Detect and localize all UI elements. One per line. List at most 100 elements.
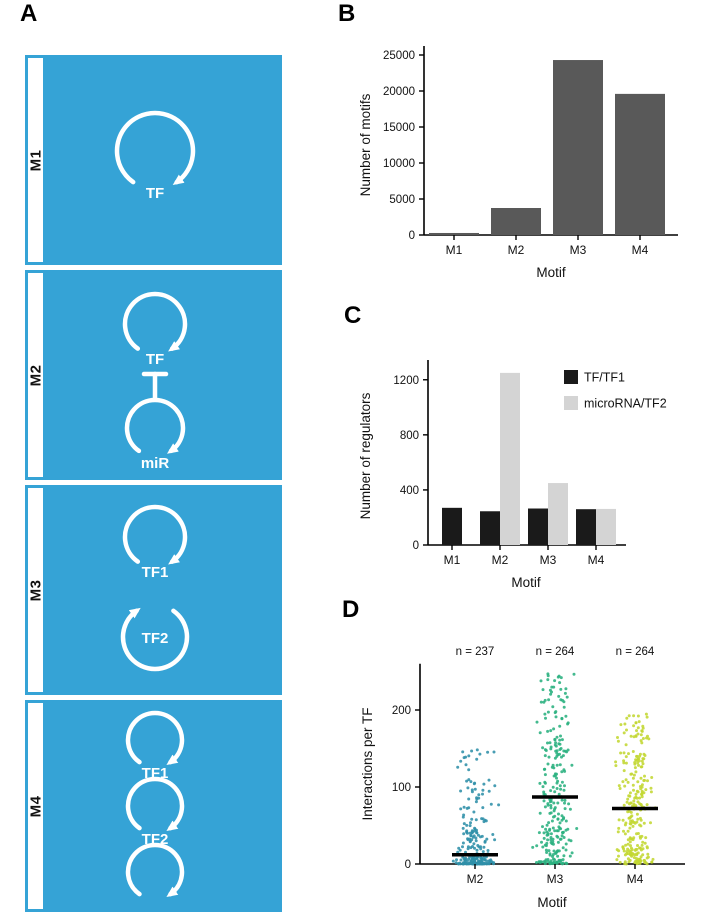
data-point <box>649 790 653 794</box>
data-point <box>473 846 476 850</box>
data-point <box>638 857 642 861</box>
data-point <box>631 776 635 780</box>
data-point <box>563 807 567 811</box>
self-loop-arrow-icon <box>125 710 185 765</box>
motif-box-m3: M3 TF1 TF2 <box>25 485 282 695</box>
data-point <box>467 797 471 801</box>
data-point <box>632 799 636 803</box>
data-point <box>563 784 566 788</box>
data-point <box>640 759 644 763</box>
data-point <box>623 853 627 857</box>
data-point <box>614 764 618 768</box>
data-point <box>635 729 638 733</box>
data-point <box>541 845 545 849</box>
data-point <box>462 832 466 836</box>
data-point <box>557 792 561 796</box>
data-point <box>549 836 553 839</box>
data-point <box>553 679 557 683</box>
data-point <box>451 859 455 863</box>
data-point <box>641 726 645 730</box>
data-point <box>482 845 486 849</box>
motif-box-m1: M1 TF <box>25 55 282 265</box>
data-point <box>646 779 649 783</box>
data-point <box>542 836 546 840</box>
data-point <box>484 819 488 823</box>
data-point <box>623 832 627 836</box>
data-point <box>541 688 545 692</box>
y-tick-label: 0 <box>405 859 411 871</box>
x-tick-label: M3 <box>570 243 587 257</box>
data-point <box>546 762 550 766</box>
data-point <box>548 828 551 832</box>
bar-M2-tf <box>480 511 500 545</box>
data-point <box>567 802 571 806</box>
y-axis-title: Number of motifs <box>358 93 373 196</box>
data-point <box>558 724 562 728</box>
data-point <box>568 854 572 858</box>
data-point <box>560 780 564 784</box>
data-point <box>625 800 629 804</box>
data-point <box>639 848 643 852</box>
data-point <box>558 763 562 767</box>
data-point <box>469 821 472 825</box>
data-point <box>640 792 643 796</box>
data-point <box>478 752 482 756</box>
data-point <box>651 857 655 861</box>
data-point <box>468 824 472 828</box>
motif-id-label-m2: M2 <box>27 364 44 386</box>
data-point <box>489 802 493 806</box>
data-point <box>640 741 644 745</box>
data-point <box>649 821 652 825</box>
data-point <box>644 788 648 792</box>
data-point <box>464 755 468 759</box>
data-point <box>632 724 636 728</box>
data-point <box>645 736 648 740</box>
data-point <box>549 692 553 696</box>
data-point <box>479 835 482 839</box>
data-point <box>560 798 564 802</box>
data-point <box>562 854 566 858</box>
data-point <box>558 742 562 746</box>
self-loop-arrow-icon <box>114 110 196 185</box>
data-point <box>634 848 638 851</box>
data-point <box>543 712 547 716</box>
data-point <box>554 741 558 745</box>
data-point <box>617 784 621 788</box>
data-point <box>493 784 497 788</box>
chart-c-number-of-regulators: 0 400 800 1200 M1 M2 M3 M4 TF/TF1 microRNA/TF2 Mot… <box>358 360 667 590</box>
data-point <box>626 842 630 846</box>
self-loop-arrow-icon <box>120 607 190 672</box>
data-point <box>634 770 638 774</box>
data-point <box>634 804 638 808</box>
data-point <box>559 837 563 841</box>
data-point <box>624 843 628 847</box>
data-point <box>552 809 556 813</box>
data-point <box>627 802 631 806</box>
data-point <box>459 759 463 763</box>
data-point <box>565 750 569 754</box>
data-point <box>467 778 471 782</box>
x-tick-label: M4 <box>632 243 649 257</box>
data-point <box>642 821 646 825</box>
data-point <box>548 741 552 745</box>
data-point <box>540 840 543 844</box>
self-loop-arrow-icon <box>122 291 188 352</box>
data-point <box>632 714 636 718</box>
data-point <box>631 783 635 787</box>
data-point <box>622 731 626 735</box>
data-point <box>552 849 556 853</box>
data-point <box>549 832 553 836</box>
data-point <box>645 803 649 807</box>
data-point <box>639 733 643 737</box>
data-point <box>561 698 564 702</box>
data-point <box>551 837 555 841</box>
data-point <box>476 859 480 863</box>
data-point <box>615 858 619 862</box>
data-point <box>626 797 630 801</box>
self-loop-arrow-icon <box>122 504 188 565</box>
data-point <box>546 674 550 678</box>
data-point <box>480 857 484 861</box>
data-point <box>629 734 633 738</box>
data-point <box>546 678 550 682</box>
bar-M3-tf <box>528 508 548 545</box>
